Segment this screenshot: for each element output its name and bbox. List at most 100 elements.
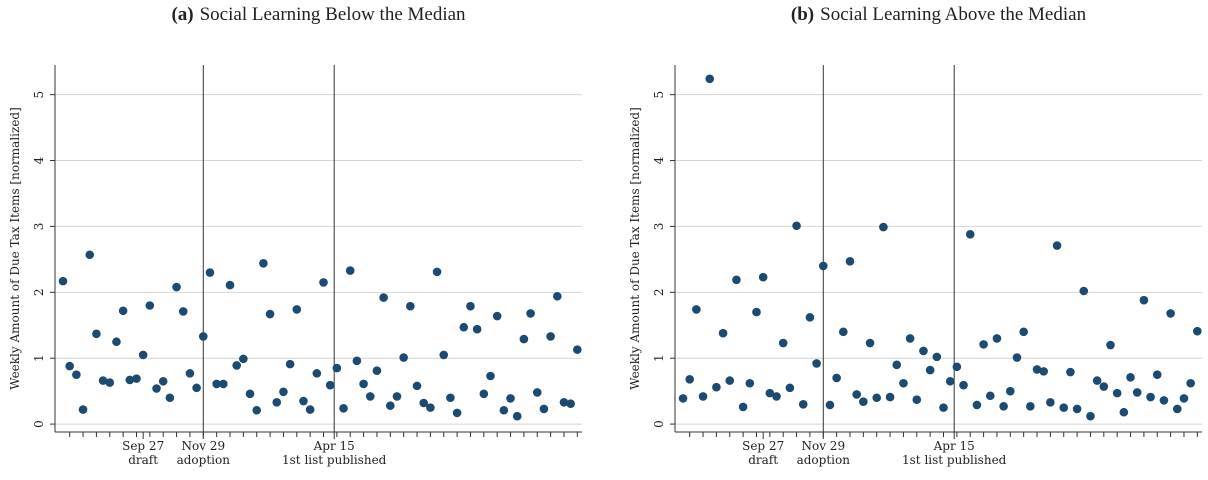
y-tick-label: 3	[652, 223, 666, 231]
point	[452, 408, 462, 418]
y-axis-label: Weekly Amount of Due Tax Items [normaliz…	[628, 107, 642, 390]
point	[912, 395, 922, 405]
point	[432, 267, 442, 277]
point	[312, 369, 322, 378]
point	[138, 350, 148, 360]
point	[1139, 295, 1149, 305]
point	[1112, 388, 1122, 398]
point	[412, 381, 422, 391]
point	[158, 376, 168, 386]
point	[65, 361, 74, 371]
point	[1166, 309, 1175, 318]
point	[559, 398, 569, 407]
point	[225, 280, 235, 290]
point	[459, 322, 469, 332]
point	[519, 334, 529, 344]
point	[705, 74, 715, 84]
point	[72, 370, 81, 379]
point	[979, 340, 988, 349]
point	[205, 268, 215, 277]
point	[805, 313, 815, 322]
chart-title: (b) Social Learning Above the Median	[791, 4, 1087, 25]
point	[118, 306, 128, 316]
point	[945, 376, 955, 386]
y-tick-label: 0	[32, 420, 46, 428]
point	[925, 365, 935, 375]
point	[839, 327, 848, 337]
point	[765, 388, 775, 398]
point	[792, 221, 801, 231]
y-tick-label: 5	[32, 91, 46, 99]
y-tick-label: 4	[32, 156, 46, 164]
point	[479, 389, 489, 399]
point	[1039, 367, 1048, 376]
point	[1092, 376, 1102, 385]
point	[892, 360, 902, 370]
y-tick-label: 3	[32, 223, 46, 231]
panel: (a) Social Learning Below the Median Weekl…	[8, 4, 582, 467]
point	[879, 222, 888, 232]
panel: (b) Social Learning Above the Median Weekl…	[628, 4, 1202, 467]
title-text: Social Learning Above the Median	[820, 4, 1086, 25]
point	[172, 282, 181, 292]
point	[178, 307, 188, 316]
panel-label: (b)	[791, 4, 814, 25]
point	[772, 392, 781, 401]
chart-title: (a) Social Learning Below the Median	[171, 4, 466, 25]
point	[552, 291, 562, 301]
point	[532, 388, 542, 397]
point	[952, 362, 962, 372]
point	[345, 266, 355, 275]
point	[165, 393, 175, 403]
point	[778, 338, 788, 348]
point	[972, 400, 982, 410]
event-label: draft	[128, 453, 158, 467]
event-label: draft	[748, 453, 778, 467]
y-tick-label: 0	[652, 420, 666, 428]
point	[999, 402, 1008, 411]
x-tick-label: Nov 29	[801, 439, 845, 453]
point	[852, 390, 861, 399]
point	[78, 405, 88, 414]
point	[292, 305, 302, 314]
point	[439, 350, 449, 360]
y-tick-label: 2	[652, 288, 666, 296]
point	[1099, 382, 1109, 391]
point	[812, 359, 821, 368]
event-label: 1st list published	[282, 453, 387, 467]
point	[319, 278, 328, 287]
point	[112, 337, 121, 347]
point	[992, 334, 1002, 343]
point	[419, 398, 428, 408]
point	[566, 399, 575, 408]
point	[1126, 373, 1135, 382]
point	[1019, 327, 1028, 337]
point	[132, 374, 141, 383]
point	[512, 411, 522, 421]
point	[932, 352, 942, 362]
point	[265, 309, 275, 319]
point	[359, 379, 368, 389]
point	[219, 379, 228, 389]
point	[832, 373, 841, 383]
point	[379, 293, 388, 302]
point	[58, 276, 68, 286]
point	[1172, 404, 1182, 414]
point	[192, 383, 201, 393]
point	[466, 301, 475, 311]
point	[372, 366, 382, 376]
point	[339, 403, 348, 413]
point	[859, 397, 868, 406]
point	[905, 334, 915, 343]
point	[685, 374, 694, 384]
point	[1186, 378, 1195, 388]
y-tick-label: 1	[652, 354, 666, 362]
point	[845, 257, 855, 266]
point	[499, 405, 509, 415]
point	[885, 392, 895, 402]
point	[92, 329, 101, 339]
point	[352, 356, 362, 366]
point	[752, 307, 761, 317]
point	[1132, 388, 1142, 397]
point	[1052, 241, 1062, 250]
